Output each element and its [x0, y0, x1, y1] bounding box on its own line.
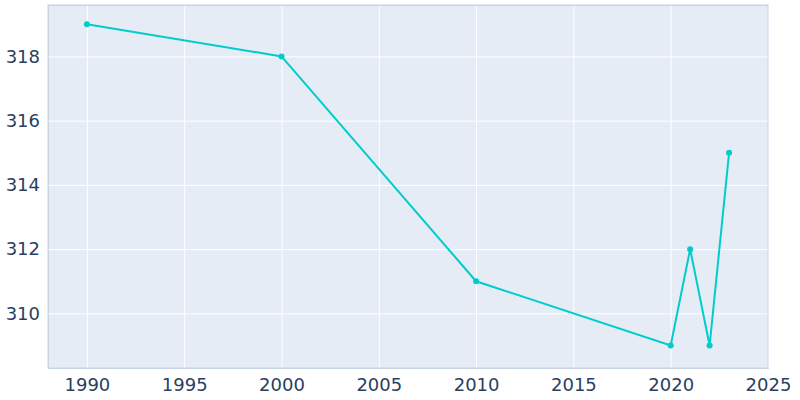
- series: [84, 21, 732, 348]
- tick-label: 2000: [259, 374, 305, 395]
- y-axis: 310 312 314 316 318: [6, 6, 768, 369]
- plot: 1990199520002005201020152020202531031231…: [6, 5, 792, 395]
- point: [473, 278, 479, 284]
- tick: 312: [6, 238, 768, 259]
- tick-label: 1995: [162, 374, 208, 395]
- plot-frame: [48, 5, 768, 368]
- tick-label: 318: [6, 46, 40, 67]
- tick: 2010: [454, 5, 500, 395]
- tick-label: 2020: [648, 374, 694, 395]
- tick-label: 2005: [356, 374, 402, 395]
- axis-line: [49, 5, 769, 369]
- tick: 318: [6, 46, 768, 67]
- grid-line: [48, 313, 768, 314]
- tick-label: 2025: [746, 374, 792, 395]
- tick-label: 312: [6, 238, 40, 259]
- tick: 316: [6, 110, 768, 131]
- grid-line: [48, 249, 768, 250]
- point: [707, 343, 713, 349]
- point: [726, 150, 732, 156]
- tick: 2005: [356, 5, 402, 395]
- tick: 2015: [551, 5, 597, 395]
- tick-label: 2010: [454, 374, 500, 395]
- tick-label: 314: [6, 174, 40, 195]
- tick-label: 2015: [551, 374, 597, 395]
- tick: 1995: [162, 5, 208, 395]
- tick: 1990: [65, 5, 111, 395]
- plot-background: [48, 5, 768, 368]
- tick: 2020: [648, 5, 694, 395]
- grid-line: [48, 56, 768, 57]
- axis-line: [49, 6, 769, 369]
- point: [687, 246, 693, 252]
- point: [84, 21, 90, 27]
- tick-label: 316: [6, 110, 40, 131]
- tick-label: 1990: [65, 374, 111, 395]
- tick-label: 310: [6, 303, 40, 324]
- line: [87, 24, 729, 345]
- point: [279, 53, 285, 59]
- grid-line: [48, 185, 768, 186]
- grid-line: [48, 121, 768, 122]
- x-axis: 1990 1995 2000 2005 2010 2015 2020 2025: [49, 5, 792, 395]
- point: [668, 343, 674, 349]
- chart: 1990199520002005201020152020202531031231…: [0, 0, 800, 400]
- tick: 2000: [259, 5, 305, 395]
- tick: 310: [6, 303, 768, 324]
